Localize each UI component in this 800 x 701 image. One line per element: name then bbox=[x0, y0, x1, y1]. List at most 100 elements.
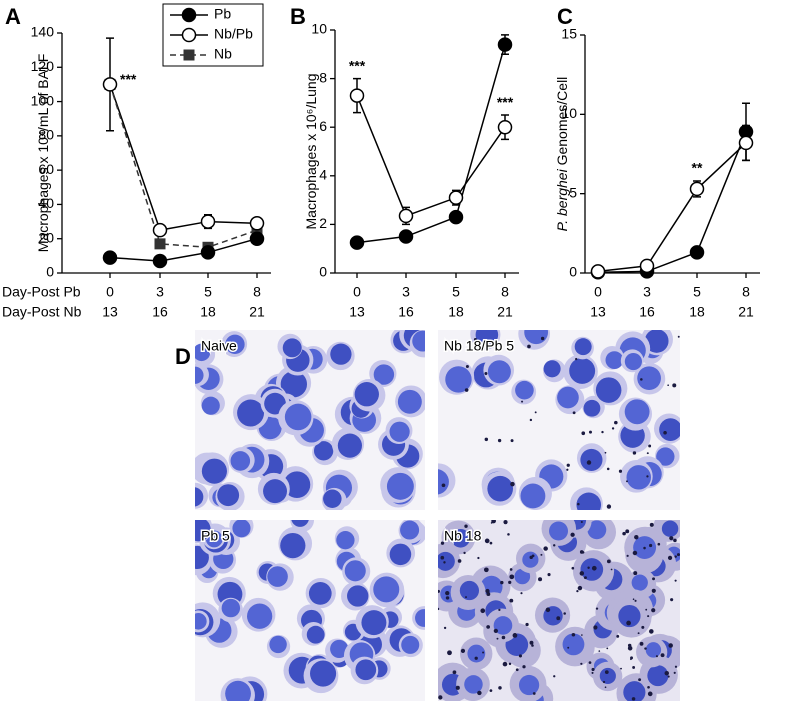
particle bbox=[490, 521, 493, 524]
marker bbox=[249, 216, 265, 231]
nucleus bbox=[195, 343, 211, 362]
particle bbox=[632, 598, 635, 601]
nucleus bbox=[373, 576, 400, 603]
nucleus bbox=[487, 360, 511, 384]
annotation: ** bbox=[692, 160, 703, 176]
nucleus bbox=[644, 330, 669, 353]
y-tick-label: 0 bbox=[319, 264, 327, 280]
nucleus bbox=[515, 380, 534, 400]
particle bbox=[445, 596, 450, 600]
nucleus bbox=[543, 360, 561, 378]
series-line bbox=[356, 44, 506, 244]
y-axis-label-text: Macrophages x 10⁶/Lung bbox=[303, 74, 319, 230]
nucleus bbox=[661, 520, 679, 537]
particle bbox=[652, 577, 656, 581]
nucleus bbox=[467, 644, 486, 663]
particle bbox=[553, 675, 556, 678]
particle bbox=[664, 671, 669, 676]
particle bbox=[480, 608, 486, 614]
particle bbox=[522, 665, 526, 669]
particle bbox=[531, 644, 534, 647]
y-axis-label-text: Macrophages x 10⁴/mL of BALF bbox=[35, 54, 51, 252]
marker bbox=[102, 77, 118, 92]
particle bbox=[540, 336, 545, 341]
nucleus bbox=[518, 674, 540, 696]
particle bbox=[625, 529, 630, 534]
particle bbox=[649, 522, 654, 527]
particle bbox=[663, 430, 667, 435]
x-tick-label: 8 bbox=[742, 284, 750, 300]
nucleus bbox=[195, 487, 204, 507]
nucleus bbox=[645, 642, 662, 658]
nucleus bbox=[400, 520, 420, 540]
x-tick-label-2: 16 bbox=[398, 304, 414, 320]
nucleus bbox=[195, 366, 204, 384]
particle bbox=[667, 555, 673, 561]
particle bbox=[626, 554, 629, 557]
particle bbox=[647, 615, 650, 618]
particle bbox=[651, 588, 656, 593]
nucleus bbox=[438, 551, 455, 571]
nucleus bbox=[280, 532, 306, 559]
particle bbox=[604, 686, 607, 689]
particle bbox=[672, 383, 677, 388]
particle bbox=[588, 661, 592, 664]
nucleus bbox=[201, 458, 227, 484]
particle bbox=[529, 640, 534, 645]
particle bbox=[634, 535, 639, 540]
nucleus bbox=[225, 680, 251, 701]
nucleus bbox=[225, 334, 245, 355]
particle bbox=[520, 592, 523, 595]
particle bbox=[509, 574, 515, 580]
particle bbox=[632, 550, 638, 556]
nucleus bbox=[438, 469, 449, 495]
series-line bbox=[597, 142, 747, 273]
nucleus bbox=[514, 568, 531, 585]
particle bbox=[633, 571, 638, 576]
nucleus bbox=[569, 357, 596, 384]
particle bbox=[521, 400, 524, 403]
particle bbox=[595, 607, 599, 610]
x-tick-label-2: 16 bbox=[152, 304, 168, 320]
y-axis-label: Macrophages x 10⁴/mL of BALF bbox=[35, 54, 51, 252]
y-tick-label: 80 bbox=[38, 127, 54, 143]
nucleus bbox=[412, 330, 425, 352]
particle bbox=[591, 671, 594, 674]
nucleus bbox=[330, 343, 352, 365]
nucleus bbox=[451, 528, 470, 548]
particle bbox=[543, 546, 548, 551]
particle bbox=[503, 520, 508, 525]
particle bbox=[489, 541, 493, 545]
y-tick-label: 0 bbox=[46, 264, 54, 280]
nucleus bbox=[587, 520, 607, 540]
x-tick-label: 8 bbox=[253, 284, 261, 300]
series-line bbox=[109, 237, 258, 262]
y-tick-label: 20 bbox=[38, 229, 54, 245]
y-tick-label: 40 bbox=[38, 195, 54, 211]
marker bbox=[200, 245, 216, 260]
particle bbox=[649, 629, 654, 634]
nucleus bbox=[493, 616, 513, 635]
x-tick-label: 0 bbox=[353, 284, 361, 300]
particle bbox=[455, 685, 460, 690]
particle bbox=[502, 661, 508, 667]
nucleus bbox=[475, 330, 499, 347]
nucleus bbox=[282, 338, 302, 358]
particle bbox=[591, 667, 595, 672]
particle bbox=[508, 662, 512, 666]
particle bbox=[485, 588, 490, 594]
particle bbox=[452, 670, 457, 675]
nucleus bbox=[557, 386, 579, 409]
particle bbox=[509, 568, 513, 571]
particle bbox=[667, 384, 669, 387]
nucleus bbox=[263, 479, 287, 504]
nucleus bbox=[373, 364, 395, 385]
nucleus bbox=[595, 377, 622, 403]
nucleus bbox=[267, 566, 288, 587]
particle bbox=[489, 689, 493, 693]
marker bbox=[497, 119, 513, 135]
legend-label: Nb bbox=[214, 46, 232, 62]
particle bbox=[500, 580, 504, 585]
x-tick-label-2: 13 bbox=[102, 304, 118, 320]
particle bbox=[598, 650, 601, 652]
